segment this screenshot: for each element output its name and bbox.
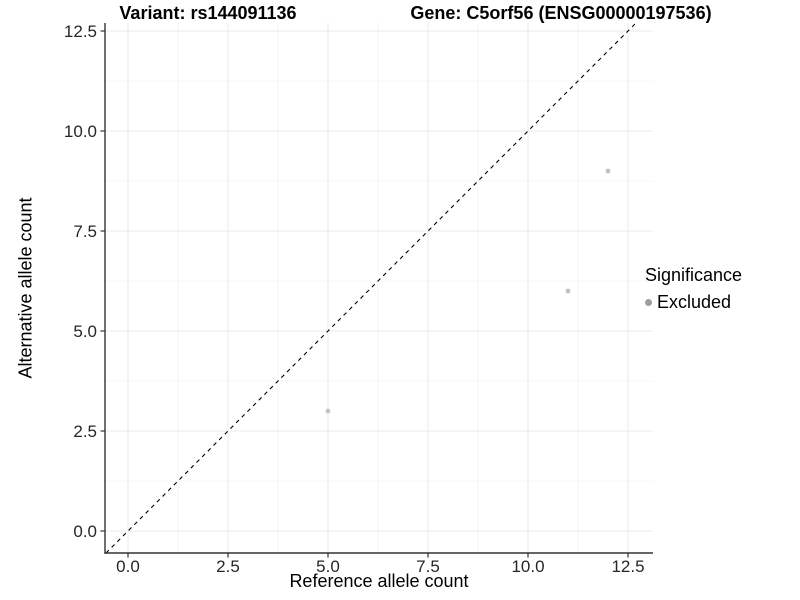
legend: Significance Excluded — [645, 265, 742, 313]
x-tick-label: 12.5 — [611, 557, 645, 576]
identity-reference-line — [105, 23, 637, 553]
y-tick-label: 7.5 — [73, 222, 97, 241]
plot-title-gene: Gene: C5orf56 (ENSG00000197536) — [410, 3, 712, 23]
legend-item-label: Excluded — [657, 292, 732, 312]
y-tick-label: 2.5 — [73, 422, 97, 441]
legend-item-excluded: Excluded — [645, 292, 742, 313]
x-axis-label: Reference allele count — [289, 571, 469, 591]
x-tick-label: 0.0 — [116, 557, 140, 576]
data-point — [325, 408, 331, 414]
data-point — [605, 168, 611, 174]
y-tick-label: 5.0 — [73, 322, 97, 341]
legend-point-marker-icon — [645, 299, 652, 306]
x-tick-label: 7.5 — [416, 557, 440, 576]
x-tick-label: 5.0 — [316, 557, 340, 576]
plot-title-variant: Variant: rs144091136 — [119, 3, 297, 23]
y-tick-label: 12.5 — [63, 22, 97, 41]
x-tick-label: 10.0 — [511, 557, 545, 576]
y-axis-label: Alternative allele count — [15, 197, 36, 379]
y-tick-label: 10.0 — [63, 122, 97, 141]
y-tick-label: 0.0 — [73, 522, 97, 541]
x-tick-label: 2.5 — [216, 557, 240, 576]
legend-title: Significance — [645, 265, 743, 285]
data-point — [565, 288, 571, 294]
